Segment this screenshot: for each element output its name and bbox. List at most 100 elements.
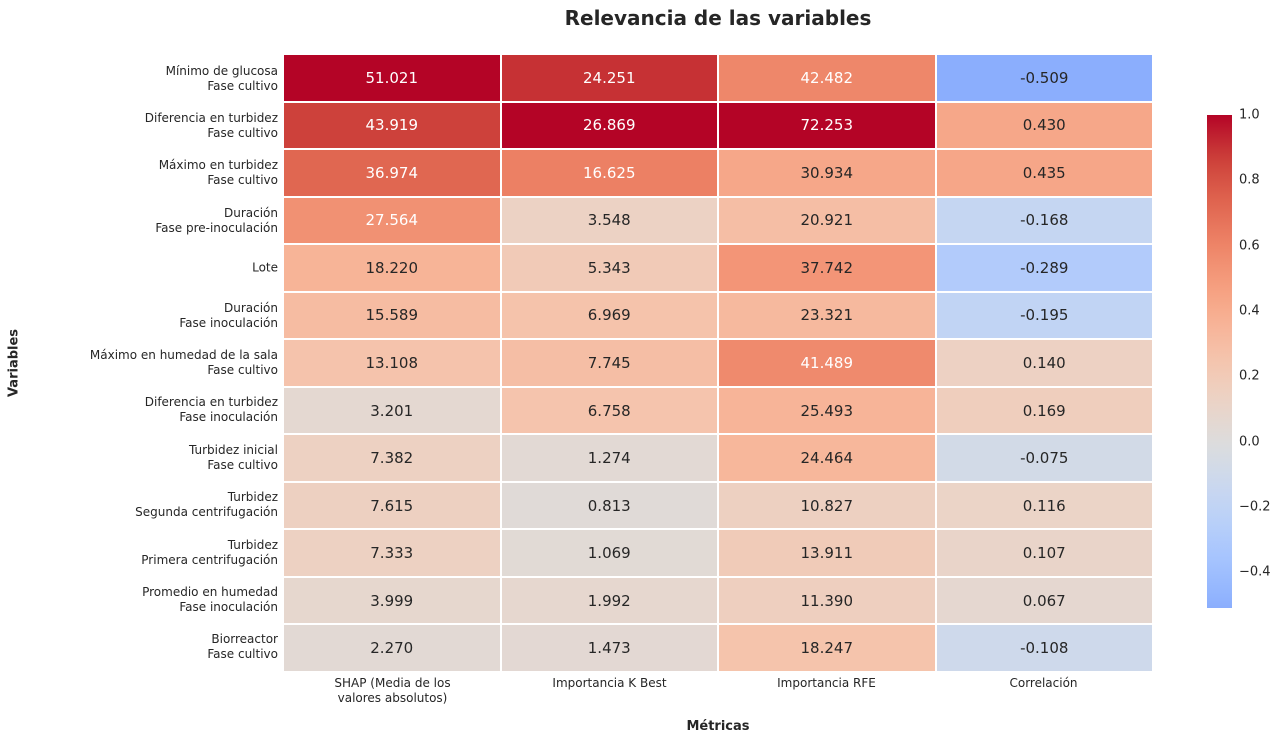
heatmap-cell: 24.464 (719, 435, 935, 481)
heatmap-cell: 72.253 (719, 102, 935, 149)
heatmap-cell: 13.108 (284, 340, 500, 386)
row-label: Turbidez Primera centrifugación (141, 537, 278, 567)
heatmap-cell: 11.390 (719, 577, 935, 624)
heatmap-cell: 18.247 (719, 625, 935, 671)
colorbar-tick-label: −0.2 (1239, 499, 1271, 515)
cell-value: 72.253 (800, 116, 854, 135)
colorbar-tick-label: 0.0 (1239, 434, 1260, 450)
row-label: Duración Fase pre-inoculación (155, 205, 278, 235)
heatmap-grid: 51.021 24.251 42.482 -0.509 43.919 26.869 72.2… (284, 55, 1152, 671)
cell-value: 3.548 (587, 211, 631, 230)
heatmap-cell: 0.067 (936, 577, 1152, 624)
heatmap-cell: 37.742 (719, 245, 935, 291)
cell-value: 5.343 (587, 258, 631, 277)
heatmap-cell: 0.435 (936, 150, 1152, 196)
heatmap-cell: 1.473 (501, 625, 717, 671)
heatmap-cell: 26.869 (501, 102, 717, 149)
heatmap-cell: 3.548 (501, 197, 717, 244)
heatmap-cell: 20.921 (719, 197, 935, 244)
cell-value: 24.251 (583, 68, 636, 87)
heatmap-cell: -0.075 (936, 435, 1152, 481)
cell-value: -0.108 (1020, 639, 1069, 658)
cell-value: 7.745 (587, 353, 631, 372)
heatmap-cell: 51.021 (284, 55, 500, 101)
heatmap-cell: 0.169 (936, 387, 1152, 434)
cell-value: 0.169 (1022, 401, 1066, 420)
cell-value: 51.021 (365, 68, 419, 87)
colorbar (1207, 115, 1232, 608)
cell-value: 15.589 (365, 306, 419, 325)
cell-value: 2.270 (370, 639, 414, 658)
row-label: Diferencia en turbidez Fase inoculación (144, 395, 278, 425)
colorbar-tick-label: −0.4 (1239, 564, 1271, 580)
row-label: Lote (252, 260, 278, 275)
cell-value: 37.742 (800, 258, 854, 277)
colorbar-tick-label: 0.4 (1239, 303, 1260, 319)
cell-value: 43.919 (365, 116, 419, 135)
cell-value: 25.493 (800, 401, 854, 420)
cell-value: 13.108 (365, 353, 419, 372)
cell-value: 0.813 (587, 496, 631, 515)
cell-value: 27.564 (365, 211, 419, 230)
cell-value: -0.289 (1020, 258, 1069, 277)
cell-value: 0.116 (1022, 496, 1066, 515)
heatmap-cell: 1.274 (501, 435, 717, 481)
heatmap-cell: 2.270 (284, 625, 500, 671)
row-label: Duración Fase inoculación (179, 300, 278, 330)
heatmap-cell: 30.934 (719, 150, 935, 196)
cell-value: 13.911 (800, 544, 854, 563)
cell-value: 1.992 (587, 591, 631, 610)
heatmap-cell: 0.140 (936, 340, 1152, 386)
heatmap-cell: -0.289 (936, 245, 1152, 291)
row-label: Turbidez Segunda centrifugación (135, 490, 278, 520)
heatmap-cell: 5.343 (501, 245, 717, 291)
cell-value: 0.140 (1022, 353, 1066, 372)
cell-value: 30.934 (800, 163, 854, 182)
row-label: Mínimo de glucosa Fase cultivo (165, 63, 278, 93)
cell-value: 16.625 (583, 163, 636, 182)
cell-value: 0.430 (1022, 116, 1066, 135)
heatmap-cell: 7.615 (284, 482, 500, 529)
cell-value: 36.974 (365, 163, 419, 182)
cell-value: 0.435 (1022, 163, 1066, 182)
heatmap-cell: 10.827 (719, 482, 935, 529)
cell-value: 3.999 (370, 591, 414, 610)
heatmap-cell: 1.069 (501, 530, 717, 576)
cell-value: 1.274 (587, 449, 631, 468)
cell-value: 1.473 (587, 639, 631, 658)
heatmap-cell: 27.564 (284, 197, 500, 244)
row-label: Promedio en humedad Fase inoculación (142, 584, 278, 614)
heatmap-cell: 0.813 (501, 482, 717, 529)
cell-value: 0.067 (1022, 591, 1066, 610)
heatmap-cell: 6.969 (501, 292, 717, 339)
cell-value: 7.615 (370, 496, 414, 515)
cell-value: 18.220 (365, 258, 419, 277)
heatmap-cell: 7.333 (284, 530, 500, 576)
cell-value: 6.758 (587, 401, 631, 420)
heatmap-cell: 3.201 (284, 387, 500, 434)
row-label: Turbidez inicial Fase cultivo (188, 442, 278, 472)
cell-value: 23.321 (800, 306, 854, 325)
cell-value: -0.195 (1020, 306, 1069, 325)
heatmap-cell: 7.382 (284, 435, 500, 481)
heatmap-cell: 1.992 (501, 577, 717, 624)
column-label: Correlación (1009, 676, 1078, 690)
heatmap-cell: 0.430 (936, 102, 1152, 149)
column-label: SHAP (Media de los valores absolutos) (334, 676, 451, 705)
row-label: Máximo en turbidez Fase cultivo (158, 158, 278, 188)
cell-value: 6.969 (587, 306, 631, 325)
heatmap-cell: 23.321 (719, 292, 935, 339)
cell-value: 7.382 (370, 449, 414, 468)
cell-value: 20.921 (800, 211, 854, 230)
heatmap-cell: 0.116 (936, 482, 1152, 529)
heatmap-cell: 13.911 (719, 530, 935, 576)
heatmap-cell: 16.625 (501, 150, 717, 196)
heatmap-cell: 0.107 (936, 530, 1152, 576)
colorbar-tick-label: 0.6 (1239, 238, 1260, 254)
row-label: Biorreactor Fase cultivo (207, 632, 278, 662)
colorbar-tick-label: 0.8 (1239, 172, 1260, 188)
heatmap-cell: -0.509 (936, 55, 1152, 101)
column-label: Importancia RFE (777, 676, 876, 690)
heatmap-cell: 15.589 (284, 292, 500, 339)
